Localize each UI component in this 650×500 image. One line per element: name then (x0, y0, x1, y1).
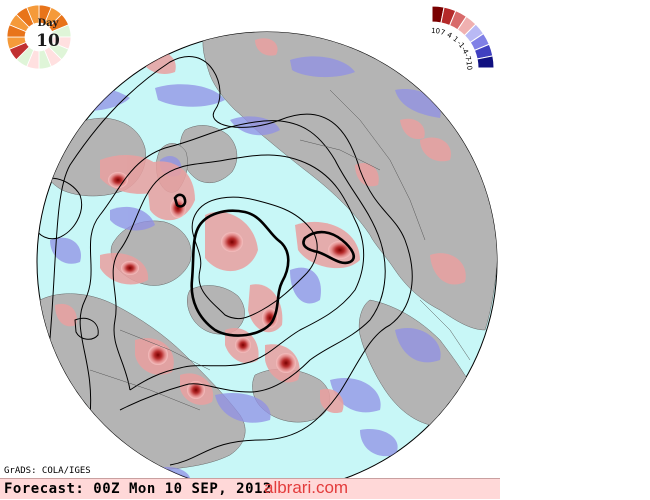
positive-patch (400, 118, 425, 140)
contour-line (112, 154, 365, 391)
day-label: Day (37, 18, 59, 29)
anomaly-core (328, 241, 352, 259)
legend-tick-label: 7 (439, 28, 446, 37)
negative-patch (290, 56, 355, 78)
contour-line (39, 56, 413, 466)
thick-contour-lines (173, 193, 355, 337)
positive-patch (355, 162, 379, 187)
legend-tick-label: -4 (459, 46, 470, 56)
anomaly-core (276, 353, 296, 373)
legend-tick-label: -7 (463, 53, 473, 62)
anomaly-core (221, 232, 243, 252)
anomaly-core (262, 308, 278, 328)
positive-patch (55, 303, 77, 327)
contour-line (74, 317, 99, 340)
anomaly-core (170, 198, 186, 218)
legend-tick-label: 4 (446, 31, 454, 40)
forecast-footer: Forecast: 00Z Mon 10 SEP, 2012 (0, 478, 500, 499)
thick-contour-line (173, 193, 187, 208)
day-wheel-icon (6, 4, 72, 70)
legend-tick-label: -1 (455, 39, 466, 49)
forecast-timestamp: Forecast: 00Z Mon 10 SEP, 2012 (4, 481, 272, 497)
anomaly-core (235, 337, 251, 353)
legend-tick-label: -10 (464, 58, 473, 70)
anomaly-core (187, 381, 205, 399)
negative-patch (330, 378, 381, 413)
country-borders (89, 89, 471, 411)
day-wheel-center (25, 23, 53, 51)
thick-contour-line (302, 230, 355, 265)
land-layer (37, 32, 497, 487)
data-credit: GrADS: COLA/IGES (4, 466, 91, 476)
anomaly-core (108, 172, 128, 188)
watermark: albrari.com (264, 478, 349, 497)
negative-patch (110, 206, 155, 231)
anomaly-cores (108, 172, 352, 399)
contour-line (191, 196, 318, 320)
forecast-day-badge: Day 10 (6, 4, 72, 70)
anomaly-core (121, 261, 139, 275)
thick-contour-line (190, 209, 290, 337)
legend-tick-label: 1 (451, 35, 460, 44)
negative-patch (50, 237, 81, 264)
day-number: 10 (36, 31, 60, 51)
negative-patch (395, 328, 441, 363)
color-legend: 107 41-1-4-7-10 (431, 6, 495, 70)
negative-patch (360, 429, 398, 457)
contour-line (37, 177, 82, 240)
contour-line (79, 120, 386, 416)
anomaly-core (148, 345, 168, 365)
negative-patch (290, 267, 321, 304)
positive-patch (255, 38, 278, 56)
legend-tick-label: 10 (431, 27, 441, 36)
negative-patch (215, 392, 271, 423)
positive-patch (420, 137, 451, 162)
contour-lines (37, 56, 413, 466)
legend-swatch (476, 55, 495, 69)
positive-patch (430, 253, 466, 285)
negative-patch (155, 84, 225, 107)
